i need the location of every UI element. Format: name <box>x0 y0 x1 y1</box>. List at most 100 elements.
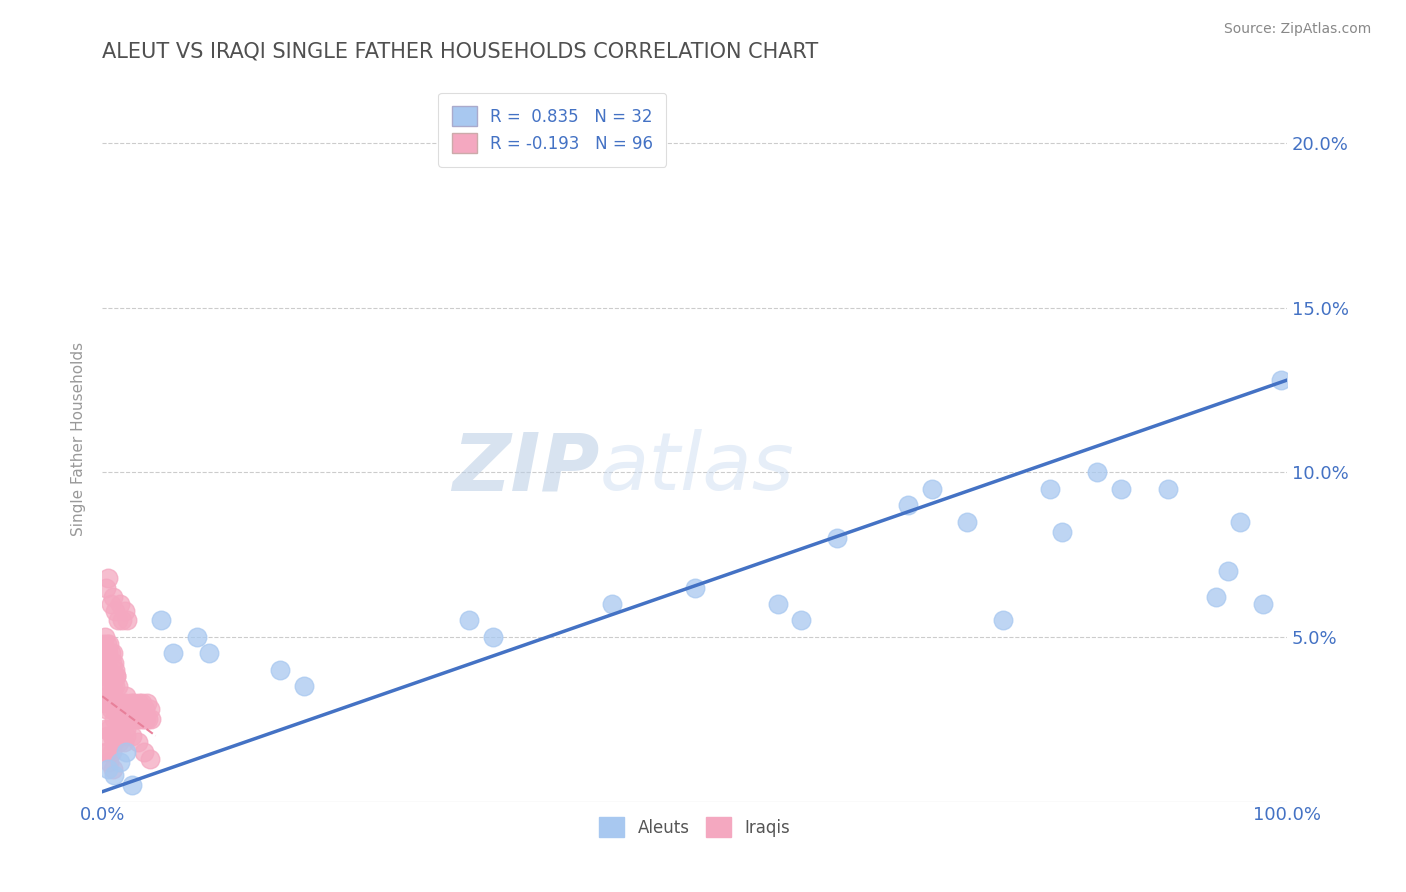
Point <box>94 581 117 595</box>
Point <box>115 614 138 628</box>
Point <box>139 712 162 726</box>
Point <box>897 498 920 512</box>
Point <box>93 696 115 710</box>
Point <box>134 702 156 716</box>
Point <box>136 696 159 710</box>
Point <box>105 669 128 683</box>
Point <box>292 679 315 693</box>
Point <box>97 762 120 776</box>
Point <box>100 745 122 759</box>
Point <box>98 755 121 769</box>
Point <box>108 755 131 769</box>
Point <box>1216 564 1239 578</box>
Point <box>198 647 221 661</box>
Point <box>94 657 117 671</box>
Legend: Aleuts, Iraqis: Aleuts, Iraqis <box>592 810 797 844</box>
Point <box>1050 524 1073 539</box>
Point <box>112 735 135 749</box>
Point <box>121 712 143 726</box>
Point <box>100 690 122 704</box>
Point <box>120 696 142 710</box>
Point <box>100 597 122 611</box>
Point <box>115 722 138 736</box>
Point <box>956 515 979 529</box>
Point <box>101 647 124 661</box>
Point <box>107 702 129 716</box>
Point <box>104 702 127 716</box>
Point <box>132 712 155 726</box>
Point <box>138 702 160 716</box>
Point <box>98 696 121 710</box>
Point <box>105 669 128 683</box>
Point <box>93 630 115 644</box>
Point <box>97 679 120 693</box>
Point <box>100 679 122 693</box>
Point <box>1229 515 1251 529</box>
Point <box>125 702 148 716</box>
Point <box>105 729 128 743</box>
Point <box>135 712 157 726</box>
Point <box>103 768 125 782</box>
Point <box>600 597 623 611</box>
Point <box>122 702 145 716</box>
Point <box>110 702 132 716</box>
Point <box>1251 597 1274 611</box>
Point <box>115 745 138 759</box>
Point <box>790 614 813 628</box>
Point <box>127 735 149 749</box>
Point <box>94 745 117 759</box>
Point <box>991 614 1014 628</box>
Point <box>100 647 122 661</box>
Point <box>93 636 115 650</box>
Point <box>108 696 131 710</box>
Point <box>131 696 153 710</box>
Point <box>103 669 125 683</box>
Point <box>93 663 115 677</box>
Point <box>97 745 120 759</box>
Point <box>458 614 481 628</box>
Point <box>482 630 505 644</box>
Point <box>115 729 138 743</box>
Point <box>129 702 152 716</box>
Point <box>825 531 848 545</box>
Point <box>96 663 118 677</box>
Point <box>269 663 291 677</box>
Point <box>100 657 122 671</box>
Point <box>104 679 127 693</box>
Y-axis label: Single Father Households: Single Father Households <box>72 343 86 536</box>
Point <box>105 696 128 710</box>
Point <box>127 712 149 726</box>
Point <box>97 571 120 585</box>
Point <box>100 729 122 743</box>
Point <box>1157 482 1180 496</box>
Point <box>96 690 118 704</box>
Text: ZIP: ZIP <box>453 429 600 508</box>
Point <box>94 647 117 661</box>
Point <box>101 762 124 776</box>
Point <box>93 722 115 736</box>
Point <box>138 712 160 726</box>
Point <box>121 778 143 792</box>
Point <box>138 752 160 766</box>
Point <box>104 663 127 677</box>
Point <box>150 614 173 628</box>
Point <box>766 597 789 611</box>
Point <box>100 702 122 716</box>
Text: atlas: atlas <box>600 429 794 508</box>
Point <box>112 702 135 716</box>
Point <box>118 702 141 716</box>
Point <box>1087 466 1109 480</box>
Point <box>103 735 125 749</box>
Point <box>111 614 134 628</box>
Point <box>115 690 138 704</box>
Point <box>98 636 121 650</box>
Point <box>124 712 146 726</box>
Point <box>114 696 136 710</box>
Point <box>104 604 127 618</box>
Point <box>1270 373 1292 387</box>
Point <box>108 712 131 726</box>
Point <box>107 679 129 693</box>
Point <box>98 663 121 677</box>
Point <box>115 702 138 716</box>
Point <box>96 729 118 743</box>
